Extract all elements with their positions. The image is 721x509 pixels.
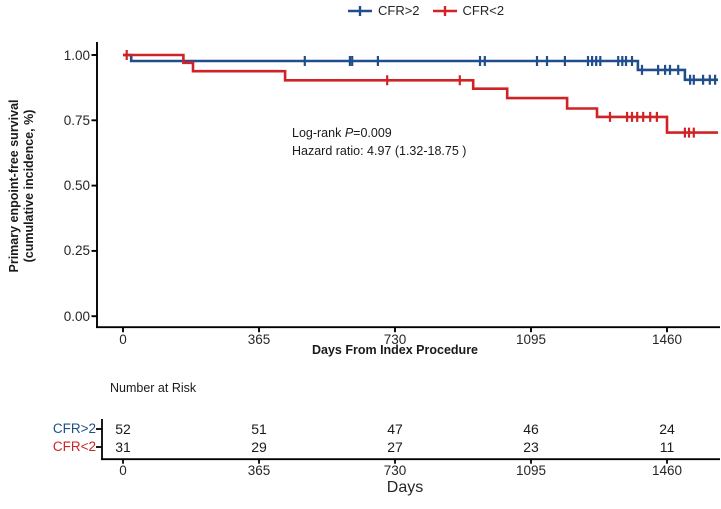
y-tick-label: 0.50 bbox=[63, 178, 90, 194]
legend-item-cfr-gt2: CFR>2 bbox=[347, 3, 420, 18]
legend-label-cfr-lt2: CFR<2 bbox=[462, 3, 505, 18]
number-at-risk-title: Number at Risk bbox=[110, 381, 197, 395]
risk-value: 11 bbox=[659, 439, 675, 455]
risk-tick-label: 1095 bbox=[515, 463, 547, 478]
risk-value: 31 bbox=[115, 439, 131, 455]
risk-value: 51 bbox=[251, 421, 267, 437]
x-tick-label: 730 bbox=[383, 332, 407, 347]
risk-axis-title: Days bbox=[386, 479, 424, 496]
x-tick-label: 1460 bbox=[651, 332, 683, 347]
cfr-gt2-marker-icon bbox=[347, 5, 373, 17]
risk-tick-label: 730 bbox=[383, 463, 407, 478]
x-tick-label: 1095 bbox=[515, 332, 547, 347]
y-tick-label: 0.25 bbox=[63, 243, 90, 259]
survival-curve-cfr-gt2 bbox=[123, 53, 718, 82]
legend: CFR>2 CFR<2 bbox=[347, 3, 504, 18]
stats-annotation: Log-rank P=0.009 Hazard ratio: 4.97 (1.3… bbox=[292, 125, 466, 160]
legend-label-cfr-gt2: CFR>2 bbox=[378, 3, 420, 18]
risk-value: 29 bbox=[251, 439, 267, 455]
risk-row-label-cfr-gt2: CFR>2 bbox=[52, 421, 96, 436]
hazard-ratio-line: Hazard ratio: 4.97 (1.32-18.75 ) bbox=[292, 143, 467, 158]
survival-curve-cfr-lt2 bbox=[123, 53, 718, 134]
risk-tick-label: 0 bbox=[119, 463, 127, 478]
y-tick-label: 1.00 bbox=[63, 47, 90, 63]
y-tick-label: 0.75 bbox=[63, 112, 90, 128]
risk-value: 23 bbox=[523, 439, 539, 455]
cfr-lt2-marker-icon bbox=[432, 5, 458, 17]
risk-tick-label: 1460 bbox=[651, 463, 683, 478]
main-axes bbox=[91, 42, 720, 333]
log-rank-line: Log-rank P=0.009 bbox=[292, 126, 392, 140]
risk-value: 24 bbox=[659, 421, 675, 437]
risk-table-axes bbox=[96, 419, 720, 464]
censor-ticks-cfr-gt2 bbox=[303, 56, 717, 85]
risk-value: 52 bbox=[115, 421, 131, 437]
risk-tick-label: 365 bbox=[247, 463, 271, 478]
x-axis-title: Days From Index Procedure bbox=[311, 343, 479, 357]
censor-ticks-cfr-lt2 bbox=[125, 50, 695, 138]
risk-value: 46 bbox=[523, 421, 539, 437]
risk-value: 47 bbox=[387, 421, 403, 437]
risk-value: 27 bbox=[387, 439, 403, 455]
legend-item-cfr-lt2: CFR<2 bbox=[432, 3, 505, 18]
y-tick-label: 0.00 bbox=[63, 308, 90, 324]
risk-row-label-cfr-lt2: CFR<2 bbox=[52, 439, 96, 454]
x-tick-label: 0 bbox=[119, 332, 127, 347]
x-tick-label: 365 bbox=[247, 332, 271, 347]
